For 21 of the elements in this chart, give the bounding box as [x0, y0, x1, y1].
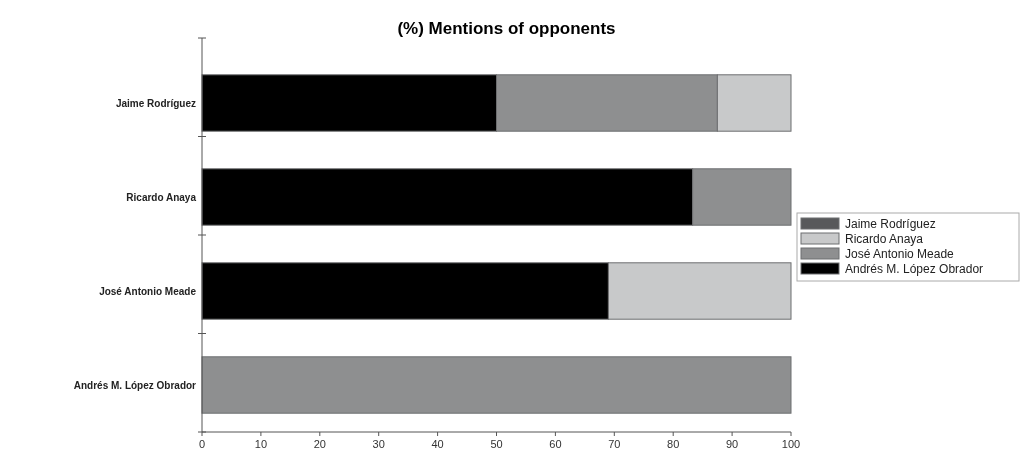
x-tick-label: 20 [313, 438, 326, 450]
x-tick-label: 80 [667, 438, 680, 450]
bar [201, 356, 792, 414]
x-tick-label: 70 [608, 438, 621, 450]
y-tick-label: Andrés M. López Obrador [73, 380, 197, 391]
legend-label: Andrés M. López Obrador [845, 262, 984, 276]
x-tick-label: 50 [490, 438, 503, 450]
legend-label: Ricardo Anaya [845, 232, 924, 246]
legend-label: José Antonio Meade [845, 247, 955, 261]
x-tick-label: 90 [725, 438, 739, 450]
x-tick-label: 60 [549, 438, 562, 450]
y-tick-label: José Antonio Meade [99, 286, 197, 297]
legend-label: Jaime Rodríguez [845, 217, 936, 231]
x-tick-label: 100 [781, 438, 801, 450]
y-tick-label: Ricardo Anaya [126, 192, 197, 203]
chart-title: (%) Mentions of opponents [397, 19, 616, 38]
y-tick-label: Jaime Rodríguez [115, 98, 196, 109]
x-tick-label: 40 [431, 438, 444, 450]
x-tick-label: 0 [198, 438, 206, 450]
x-tick-label: 10 [254, 438, 268, 450]
x-tick-label: 30 [372, 438, 385, 450]
